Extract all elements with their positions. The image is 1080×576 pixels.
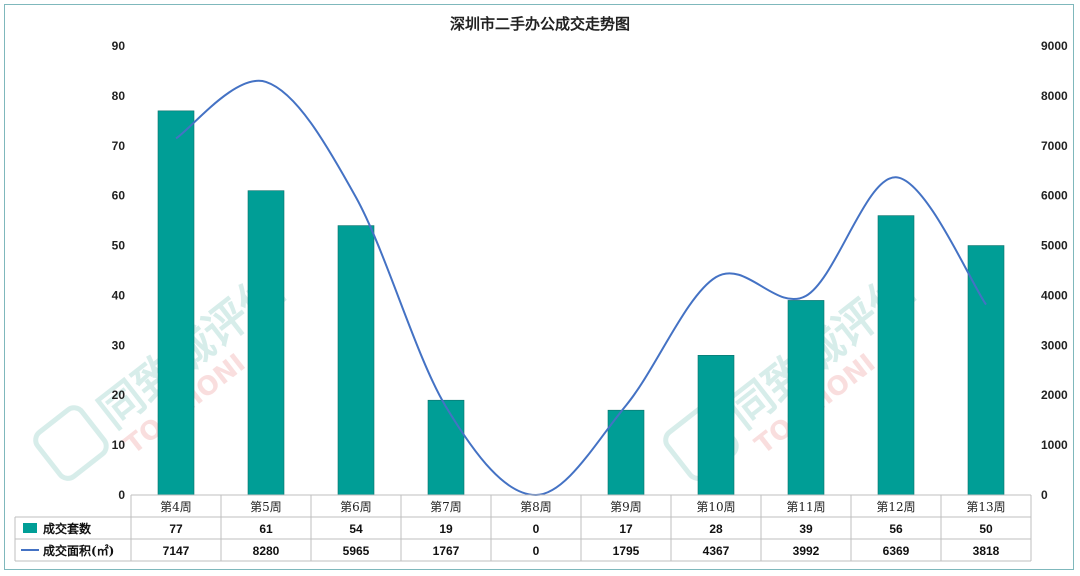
table-cell-count: 0 <box>533 522 540 536</box>
left-tick-label: 20 <box>112 388 126 402</box>
left-tick-label: 10 <box>112 438 126 452</box>
bar <box>427 399 465 496</box>
table-cell-area: 4367 <box>703 544 730 558</box>
table-cell-area: 3818 <box>973 544 1000 558</box>
chart-frame: 同致诚评估 TOCHIONI 同致诚评估 TOCHIONI 深圳市二手办公成交走… <box>4 4 1074 570</box>
table-cell-count: 77 <box>169 522 183 536</box>
chart-title: 深圳市二手办公成交走势图 <box>450 15 630 33</box>
bar-series <box>157 110 1005 496</box>
bar <box>247 190 285 496</box>
table-cell-count: 39 <box>799 522 813 536</box>
right-tick-label: 3000 <box>1041 338 1068 352</box>
table-cell-area: 3992 <box>793 544 820 558</box>
bar <box>877 215 915 496</box>
legend-label-bar: 成交套数 <box>43 521 92 536</box>
table-cell-area: 8280 <box>253 544 280 558</box>
left-tick-label: 30 <box>112 338 126 352</box>
bar <box>157 110 195 496</box>
table-cell-count: 50 <box>979 522 993 536</box>
category-label: 第11周 <box>786 500 825 514</box>
right-tick-label: 8000 <box>1041 89 1068 103</box>
category-label: 第7周 <box>430 500 462 514</box>
left-tick-label: 0 <box>118 488 125 502</box>
bar <box>337 225 375 496</box>
category-label: 第5周 <box>250 500 282 514</box>
left-tick-label: 80 <box>112 89 126 103</box>
legend-label-line: 成交面积(㎡) <box>43 543 114 558</box>
left-tick-label: 60 <box>112 189 126 203</box>
right-tick-label: 0 <box>1041 488 1048 502</box>
right-tick-label: 1000 <box>1041 438 1068 452</box>
bar <box>607 409 645 496</box>
table-cell-count: 56 <box>889 522 903 536</box>
right-tick-label: 5000 <box>1041 239 1068 253</box>
legend-swatch-bar <box>23 523 37 533</box>
area-line <box>175 79 987 497</box>
table-cell-area: 6369 <box>883 544 910 558</box>
table-cell-count: 17 <box>619 522 633 536</box>
right-tick-label: 7000 <box>1041 139 1068 153</box>
data-table: 第4周 第5周 第6周 第7周 第8周 第9周 第10周 第11周 第12周 第13周成交套数成交… <box>14 494 1032 562</box>
category-label: 第8周 <box>520 500 552 514</box>
right-tick-label: 9000 <box>1041 39 1068 53</box>
table-cell-area: 5965 <box>343 544 370 558</box>
left-tick-label: 90 <box>112 39 126 53</box>
chart-svg: 同致诚评估 TOCHIONI 同致诚评估 TOCHIONI 深圳市二手办公成交走… <box>14 15 1068 562</box>
category-label: 第9周 <box>610 500 642 514</box>
table-cell-area: 0 <box>533 544 540 558</box>
bar <box>697 355 735 496</box>
right-axis-ticks: 0 1000 2000 3000 4000 5000 6000 7000 8000 9000 <box>1041 39 1068 502</box>
table-cell-area: 1795 <box>613 544 640 558</box>
table-cell-count: 19 <box>439 522 453 536</box>
category-label: 第10周 <box>696 500 735 514</box>
right-tick-label: 4000 <box>1041 288 1068 302</box>
category-label: 第6周 <box>340 500 372 514</box>
bar <box>967 245 1005 496</box>
table-cell-area: 1767 <box>433 544 460 558</box>
bar <box>787 300 825 496</box>
category-label: 第13周 <box>966 500 1005 514</box>
left-tick-label: 70 <box>112 139 126 153</box>
category-label: 第12周 <box>876 500 915 514</box>
category-label: 第4周 <box>160 500 192 514</box>
table-cell-count: 61 <box>259 522 273 536</box>
right-tick-label: 2000 <box>1041 388 1068 402</box>
left-axis-ticks: 0 10 20 30 40 50 60 70 80 90 <box>112 39 126 502</box>
right-tick-label: 6000 <box>1041 189 1068 203</box>
left-tick-label: 50 <box>112 239 126 253</box>
line-series <box>175 79 987 497</box>
table-cell-count: 28 <box>709 522 723 536</box>
table-cell-count: 54 <box>349 522 363 536</box>
left-tick-label: 40 <box>112 288 126 302</box>
table-cell-area: 7147 <box>163 544 190 558</box>
